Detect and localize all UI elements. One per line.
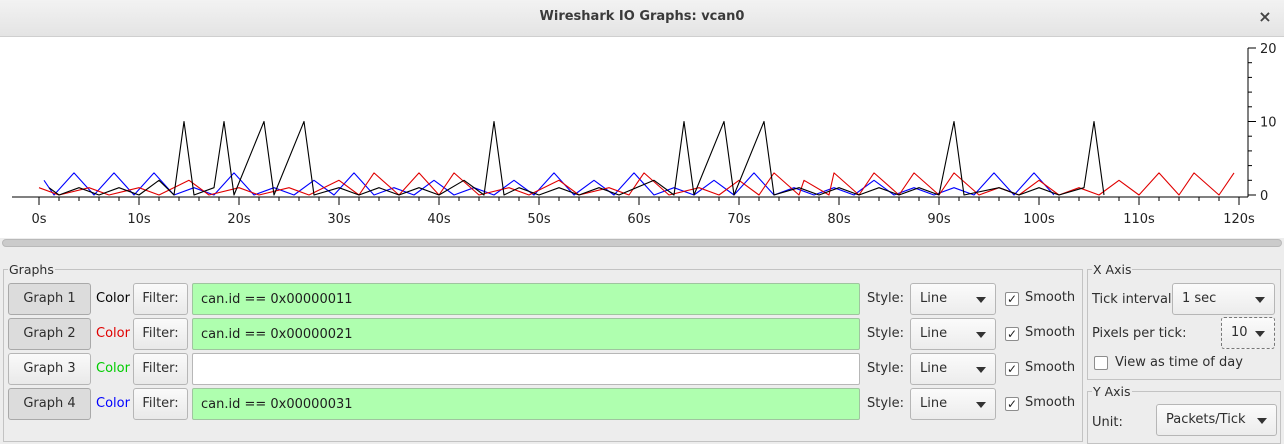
filter-button[interactable]: Filter: (133, 388, 188, 420)
unit-value: Packets/Tick (1166, 412, 1246, 427)
style-combo[interactable]: Line (910, 318, 996, 350)
graph-toggle-button[interactable]: Graph 4 (8, 388, 91, 420)
graphs-group-legend: Graphs (9, 262, 54, 277)
style-combo[interactable]: Line (910, 388, 996, 420)
style-label: Style: (867, 361, 905, 376)
filter-button[interactable]: Filter: (133, 353, 188, 385)
y-tick-label: 0 (1260, 189, 1268, 204)
style-combo[interactable]: Line (910, 353, 996, 385)
smooth-checkbox[interactable]: ✓ (1005, 397, 1019, 411)
smooth-label: Smooth (1025, 325, 1076, 340)
graph-color-label[interactable]: Color (96, 291, 130, 306)
style-value: Line (920, 326, 948, 341)
view-time-of-day-checkbox[interactable] (1094, 356, 1108, 370)
filter-input[interactable] (192, 318, 860, 350)
x-tick-label: 80s (827, 212, 851, 227)
chevron-down-icon (976, 297, 986, 303)
x-tick-label: 70s (727, 212, 751, 227)
smooth-checkbox[interactable]: ✓ (1005, 362, 1019, 376)
x-tick-label: 20s (227, 212, 251, 227)
chevron-down-icon (1255, 331, 1265, 337)
x-tick-label: 110s (1123, 212, 1155, 227)
series-line-3 (48, 120, 1105, 196)
x-tick-label: 40s (427, 212, 451, 227)
style-combo[interactable]: Line (910, 283, 996, 315)
pixels-per-tick-value: 10 (1231, 325, 1248, 340)
graph-color-label[interactable]: Color (96, 326, 130, 341)
chevron-down-icon (1255, 297, 1265, 303)
y-tick-label: 10 (1260, 116, 1277, 131)
x-tick-label: 50s (527, 212, 551, 227)
smooth-label: Smooth (1025, 395, 1076, 410)
graph-toggle-button[interactable]: Graph 2 (8, 318, 91, 350)
x-tick-label: 30s (327, 212, 351, 227)
tick-interval-combo[interactable]: 1 sec (1172, 283, 1275, 315)
graph-color-label[interactable]: Color (96, 361, 130, 376)
style-value: Line (920, 361, 948, 376)
y-axis-group-legend: Y Axis (1093, 384, 1131, 399)
filter-input[interactable] (192, 283, 860, 315)
smooth-checkbox[interactable]: ✓ (1005, 327, 1019, 341)
pixels-per-tick-combo[interactable]: 10 (1221, 317, 1275, 349)
x-axis-group-legend: X Axis (1093, 262, 1132, 277)
smooth-label: Smooth (1025, 290, 1076, 305)
style-label: Style: (867, 326, 905, 341)
filter-input[interactable] (192, 388, 860, 420)
graph-toggle-button[interactable]: Graph 1 (8, 283, 91, 315)
window-titlebar: Wireshark IO Graphs: vcan0 × (0, 0, 1284, 37)
tick-interval-value: 1 sec (1182, 291, 1217, 306)
style-label: Style: (867, 396, 905, 411)
chevron-down-icon (976, 367, 986, 373)
filter-button[interactable]: Filter: (133, 283, 188, 315)
x-tick-label: 0s (31, 212, 46, 227)
unit-combo[interactable]: Packets/Tick (1156, 404, 1277, 436)
x-tick-label: 120s (1223, 212, 1255, 227)
unit-label: Unit: (1092, 415, 1123, 430)
graph-toggle-button[interactable]: Graph 3 (8, 353, 91, 385)
chevron-down-icon (1257, 418, 1267, 424)
graph-color-label[interactable]: Color (96, 396, 130, 411)
series-line-2 (38, 172, 1235, 196)
pixels-per-tick-label: Pixels per tick: (1092, 326, 1187, 341)
horizontal-scrollbar[interactable] (2, 239, 1282, 247)
smooth-label: Smooth (1025, 360, 1076, 375)
close-icon[interactable]: × (1258, 7, 1272, 26)
y-tick-label: 20 (1260, 42, 1277, 57)
smooth-checkbox[interactable]: ✓ (1005, 292, 1019, 306)
tick-interval-label: Tick interval: (1092, 292, 1176, 307)
chevron-down-icon (976, 332, 986, 338)
style-value: Line (920, 396, 948, 411)
x-axis-group: X Axis (1087, 262, 1281, 380)
x-tick-label: 60s (627, 212, 651, 227)
filter-input[interactable] (192, 353, 860, 385)
chevron-down-icon (976, 402, 986, 408)
io-graph-plot: 0s 10s 20s 30s 40s 50s 60s 70s 80s 90s 100s 110s 120… (0, 37, 1284, 238)
view-time-of-day-label: View as time of day (1115, 355, 1243, 370)
window-title: Wireshark IO Graphs: vcan0 (539, 9, 745, 24)
x-tick-label: 10s (127, 212, 151, 227)
filter-button[interactable]: Filter: (133, 318, 188, 350)
style-value: Line (920, 291, 948, 306)
x-tick-label: 90s (927, 212, 951, 227)
style-label: Style: (867, 291, 905, 306)
x-tick-label: 100s (1023, 212, 1055, 227)
